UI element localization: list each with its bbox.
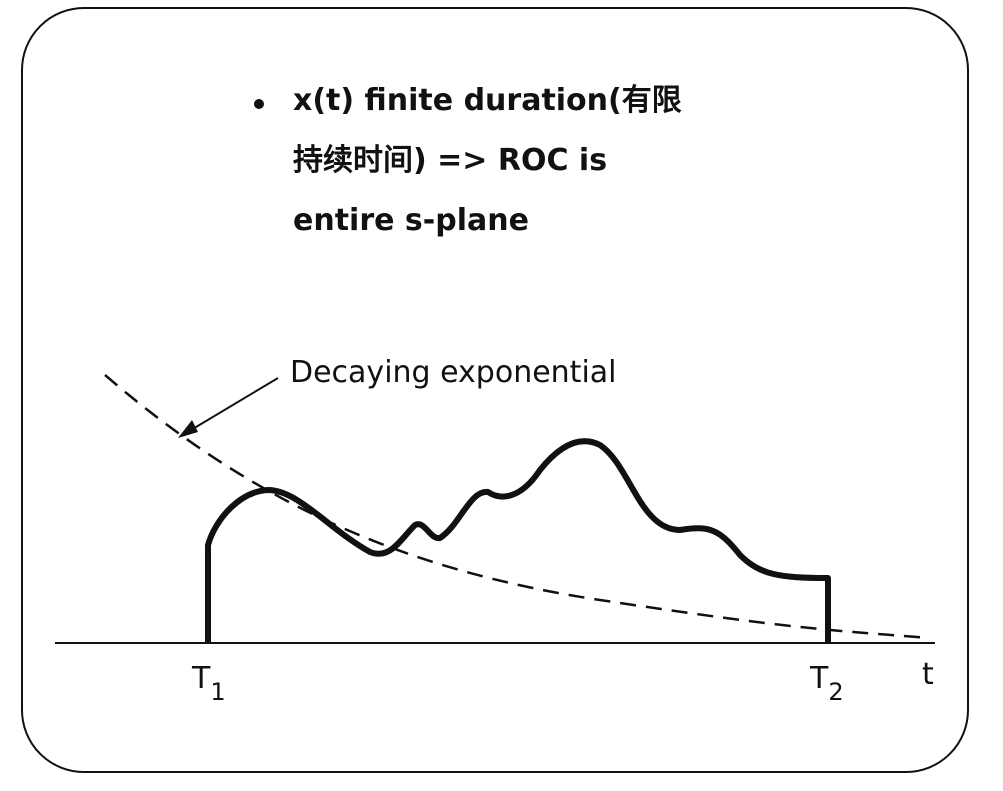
tick-main: T: [809, 661, 829, 696]
tick-main: T: [191, 661, 211, 696]
arrow-head: [178, 420, 198, 438]
slide-frame: [21, 7, 969, 773]
bullet-line: 持续时间) => ROC is: [293, 143, 607, 178]
axis-label: t: [922, 657, 934, 692]
tick-sub: 1: [210, 678, 225, 706]
bullet-dot: [254, 99, 264, 109]
bullet-line: entire s-plane: [293, 203, 529, 238]
annotation-arrow: [185, 377, 279, 434]
tick-sub: 2: [828, 678, 843, 706]
signal-xt: [205, 438, 831, 643]
tick-label: T1: [191, 661, 226, 706]
tick-label: T2: [809, 661, 844, 706]
annotation: Decaying exponential: [290, 355, 617, 390]
decaying-exponential: [104, 374, 931, 640]
bullet-line: x(t) finite duration(有限: [293, 83, 682, 118]
